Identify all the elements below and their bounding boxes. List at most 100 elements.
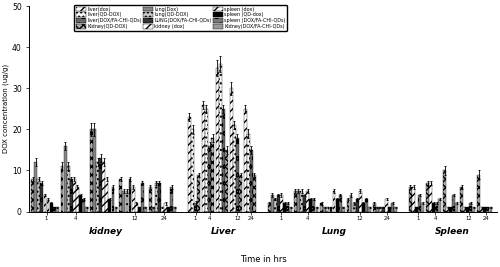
Bar: [126, 191, 128, 211]
Bar: [480, 207, 483, 211]
Bar: [409, 187, 412, 211]
Bar: [70, 179, 72, 211]
Bar: [316, 207, 318, 211]
Bar: [79, 195, 82, 211]
Bar: [460, 187, 463, 211]
Bar: [34, 162, 37, 211]
Bar: [144, 207, 147, 211]
Bar: [120, 179, 122, 211]
Bar: [356, 199, 358, 211]
Bar: [412, 187, 415, 211]
Bar: [122, 191, 126, 211]
Bar: [365, 199, 368, 211]
Bar: [102, 162, 105, 211]
Bar: [90, 129, 93, 211]
Bar: [236, 138, 239, 211]
Bar: [312, 199, 316, 211]
Bar: [132, 187, 134, 211]
Bar: [274, 199, 276, 211]
Bar: [244, 109, 246, 211]
Legend: liver(dox), liver(QD-DOX), liver(DOX/FA-CHI-QDs), Kidney(QD-DOX), lung(Dox), lun: liver(dox), liver(QD-DOX), liver(DOX/FA-…: [74, 5, 288, 31]
Bar: [277, 195, 280, 211]
Bar: [339, 195, 342, 211]
Bar: [155, 183, 158, 211]
Bar: [368, 207, 371, 211]
Bar: [53, 207, 56, 211]
Bar: [432, 203, 435, 211]
Bar: [194, 203, 197, 211]
Bar: [450, 207, 452, 211]
Bar: [280, 195, 283, 211]
Bar: [230, 88, 232, 211]
Bar: [82, 199, 85, 211]
Bar: [426, 183, 429, 211]
Bar: [93, 129, 96, 211]
Bar: [112, 187, 114, 211]
Bar: [191, 129, 194, 211]
Bar: [233, 125, 236, 211]
Bar: [300, 191, 303, 211]
Bar: [253, 175, 256, 211]
Bar: [114, 207, 117, 211]
Bar: [141, 183, 144, 211]
Bar: [352, 203, 356, 211]
Bar: [283, 203, 286, 211]
Bar: [477, 175, 480, 211]
Bar: [31, 179, 34, 211]
Bar: [452, 195, 455, 211]
Bar: [46, 199, 50, 211]
Bar: [422, 203, 424, 211]
Bar: [96, 162, 99, 211]
Bar: [376, 207, 378, 211]
Bar: [239, 175, 242, 211]
Bar: [73, 179, 76, 211]
Bar: [350, 195, 352, 211]
Bar: [373, 203, 376, 211]
Bar: [463, 207, 466, 211]
Bar: [170, 187, 173, 211]
Bar: [250, 150, 253, 211]
Bar: [60, 166, 64, 211]
Bar: [415, 207, 418, 211]
Bar: [50, 203, 52, 211]
Bar: [208, 146, 211, 211]
Bar: [67, 166, 70, 211]
Bar: [174, 207, 176, 211]
Bar: [290, 207, 292, 211]
Bar: [472, 207, 476, 211]
Bar: [436, 203, 438, 211]
Bar: [438, 199, 442, 211]
Bar: [346, 199, 350, 211]
Bar: [294, 191, 297, 211]
Bar: [247, 134, 250, 211]
X-axis label: Time in hrs: Time in hrs: [240, 255, 286, 264]
Bar: [392, 203, 394, 211]
Bar: [106, 179, 108, 211]
Bar: [470, 203, 472, 211]
Bar: [286, 203, 289, 211]
Bar: [161, 207, 164, 211]
Bar: [164, 203, 167, 211]
Bar: [382, 207, 385, 211]
Bar: [486, 207, 490, 211]
Bar: [225, 150, 228, 211]
Bar: [138, 207, 140, 211]
Bar: [379, 207, 382, 211]
Bar: [152, 207, 154, 211]
Bar: [490, 207, 492, 211]
Bar: [64, 146, 66, 211]
Bar: [342, 207, 344, 211]
Bar: [324, 207, 326, 211]
Bar: [303, 195, 306, 211]
Bar: [326, 207, 330, 211]
Bar: [38, 179, 40, 211]
Bar: [148, 187, 152, 211]
Bar: [86, 207, 88, 211]
Bar: [466, 207, 469, 211]
Bar: [268, 203, 270, 211]
Bar: [188, 117, 191, 211]
Bar: [362, 203, 365, 211]
Bar: [167, 207, 170, 211]
Bar: [271, 195, 274, 211]
Bar: [222, 109, 225, 211]
